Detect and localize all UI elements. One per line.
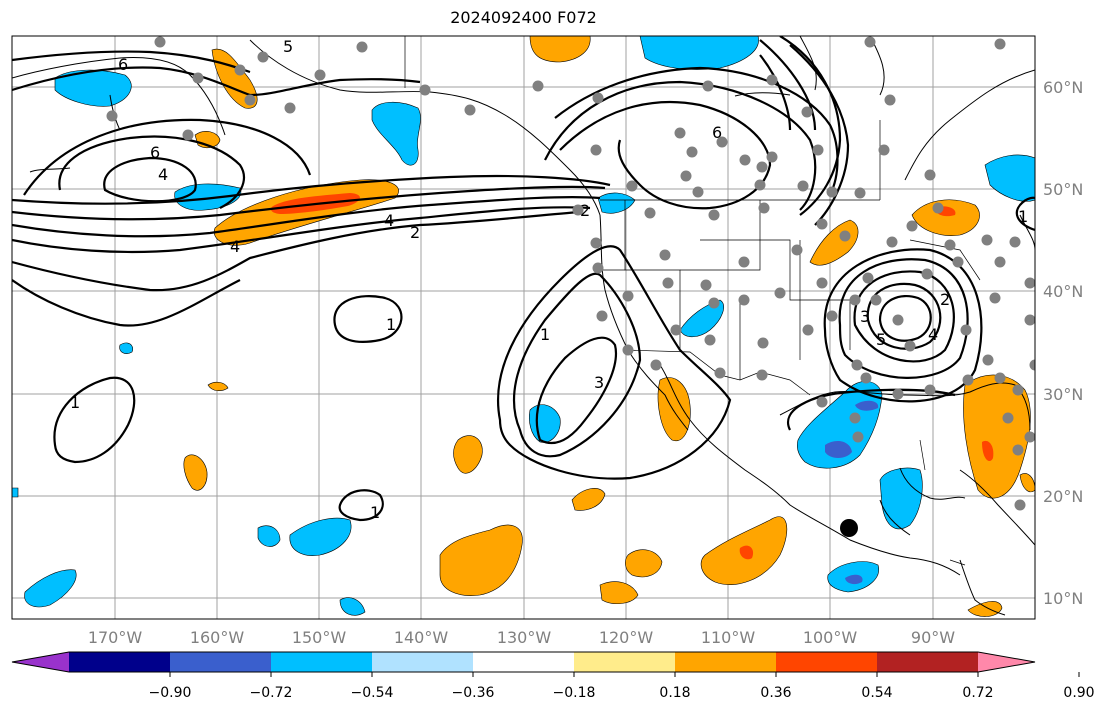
lon-tick-label: 120°W (599, 628, 654, 647)
contour-label: 2 (410, 223, 420, 242)
colorbar-segment (170, 652, 272, 672)
lat-tick-label: 60°N (1043, 78, 1083, 97)
colorbar-max-extension (978, 652, 1035, 672)
colorbar-tick-label: −0.18 (553, 685, 596, 701)
political-borders (404, 36, 981, 566)
contour-lines (12, 36, 1035, 522)
colorbar-tick-label: −0.90 (149, 685, 192, 701)
lon-tick-label: 110°W (701, 628, 756, 647)
lon-tick-label: 170°W (88, 628, 143, 647)
map-title: 2024092400 F072 (450, 8, 597, 27)
colorbar-segment (776, 652, 878, 672)
colorbar-tick-label: −0.54 (351, 685, 394, 701)
colorbar-tick-label: 0.36 (760, 685, 791, 701)
colorbar-tick-label: 0.18 (659, 685, 690, 701)
contour-label: 4 (928, 325, 938, 344)
colorbar-outline (11, 651, 1036, 673)
contour-label: 4 (384, 211, 394, 230)
contour-label: 3 (594, 373, 604, 392)
contour-label: 1 (370, 503, 380, 522)
lat-tick-label: 20°N (1043, 487, 1083, 506)
contour-label: 5 (283, 37, 293, 56)
strong-negative-fills (825, 400, 879, 585)
lon-tick-label: 160°W (190, 628, 245, 647)
colorbar-segment (69, 652, 171, 672)
lon-tick-label: 140°W (394, 628, 449, 647)
colorbar-tick-label: −0.36 (452, 685, 495, 701)
lat-tick-label: 10°N (1043, 589, 1083, 608)
contour-label: 4 (230, 237, 240, 256)
station-markers (106, 36, 1035, 511)
contour-label: 1 (540, 325, 550, 344)
colorbar-tick-label: −0.72 (250, 685, 293, 701)
lon-tick-label: 100°W (803, 628, 858, 647)
lon-tick-label: 130°W (497, 628, 552, 647)
latitude-labels: 60°N 50°N 40°N 30°N 20°N 10°N (1043, 78, 1083, 608)
contour-label: 3 (860, 307, 870, 326)
contour-label: 1 (1018, 207, 1028, 226)
contour-label: 2 (940, 290, 950, 309)
contour-label: 2 (580, 201, 590, 220)
colorbar-segment (877, 652, 979, 672)
colorbar-tick-label: 0.72 (962, 685, 993, 701)
lon-tick-label: 90°W (911, 628, 955, 647)
colorbar-tick-label: 0.54 (861, 685, 892, 701)
contour-label: 5 (876, 330, 886, 349)
longitude-labels: 170°W 160°W 150°W 140°W 130°W 120°W 110°… (88, 628, 955, 647)
lat-tick-label: 30°N (1043, 385, 1083, 404)
colorbar-segment (372, 652, 474, 672)
colorbar-segment (473, 652, 575, 672)
colorbar-segment (574, 652, 676, 672)
map-frame (11, 35, 1036, 620)
contour-label: 6 (712, 123, 722, 142)
contour-labels: 6 6 5 4 4 4 2 2 6 1 1 1 3 3 4 5 2 1 1 (70, 37, 1028, 522)
lat-tick-label: 50°N (1043, 180, 1083, 199)
colorbar-segment (675, 652, 777, 672)
colorbar-tick-label: 0.90 (1063, 685, 1094, 701)
lat-tick-label: 40°N (1043, 282, 1083, 301)
colorbar-segment (271, 652, 373, 672)
contour-label: 1 (70, 393, 80, 412)
lon-tick-label: 150°W (292, 628, 347, 647)
contour-label: 6 (118, 55, 128, 74)
colorbar-min-extension (12, 652, 69, 672)
contour-label: 6 (150, 143, 160, 162)
contour-label: 1 (386, 315, 396, 334)
colorbar: −0.90 −0.72 −0.54 −0.36 −0.18 0.18 0.36 0.54 0.7… (11, 651, 1095, 701)
contour-label: 4 (158, 165, 168, 184)
highlight-marker (840, 519, 858, 537)
